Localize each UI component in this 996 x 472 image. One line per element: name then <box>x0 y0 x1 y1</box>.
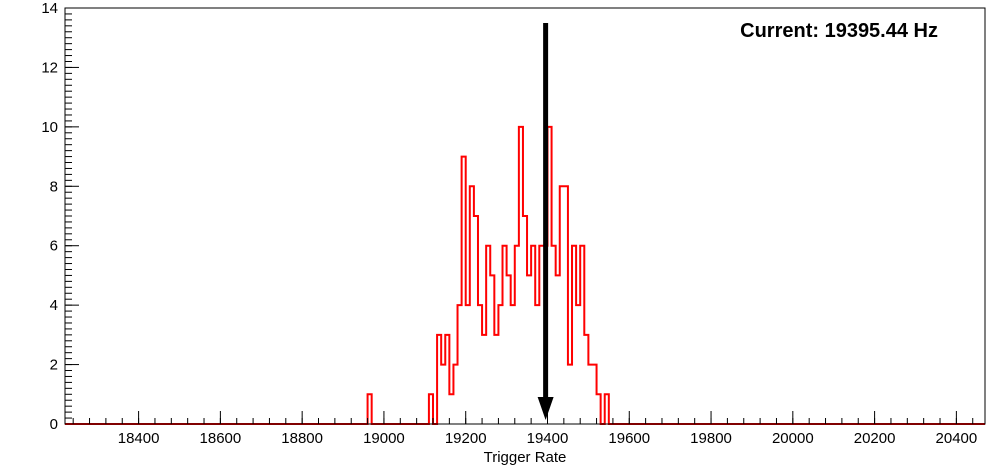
svg-text:2: 2 <box>50 357 58 374</box>
svg-text:12: 12 <box>41 59 58 76</box>
svg-text:18800: 18800 <box>281 430 323 447</box>
svg-text:6: 6 <box>50 238 58 255</box>
svg-text:20200: 20200 <box>854 430 896 447</box>
svg-text:20400: 20400 <box>936 430 978 447</box>
svg-text:4: 4 <box>50 297 58 314</box>
svg-text:19200: 19200 <box>445 430 487 447</box>
svg-text:19600: 19600 <box>608 430 650 447</box>
svg-text:19800: 19800 <box>690 430 732 447</box>
svg-text:19000: 19000 <box>363 430 405 447</box>
svg-text:8: 8 <box>50 178 58 195</box>
svg-text:18600: 18600 <box>200 430 242 447</box>
svg-text:20000: 20000 <box>772 430 814 447</box>
svg-text:10: 10 <box>41 119 58 136</box>
svg-text:14: 14 <box>41 0 58 17</box>
svg-text:19400: 19400 <box>527 430 569 447</box>
svg-text:18400: 18400 <box>118 430 160 447</box>
svg-text:0: 0 <box>50 416 58 433</box>
current-rate-label: Current: 19395.44 Hz <box>740 20 938 42</box>
x-axis-title: Trigger Rate <box>483 449 567 466</box>
